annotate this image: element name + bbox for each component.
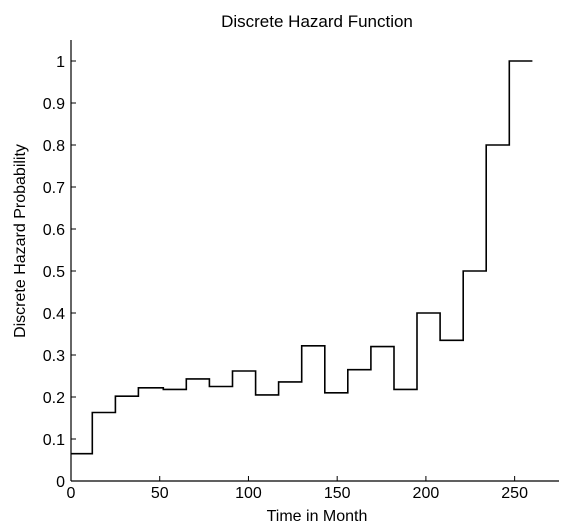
x-tick-label: 50 (151, 485, 169, 502)
x-tick-label: 100 (235, 485, 262, 502)
y-tick-label: 0.6 (43, 222, 65, 239)
x-tick-label: 0 (67, 485, 76, 502)
y-tick-label: 0.1 (43, 432, 65, 449)
y-tick-label: 0.7 (43, 180, 65, 197)
x-axis: 0 50 100 150 200 250 (67, 476, 528, 502)
y-tick-label: 1 (56, 54, 65, 71)
y-tick-label: 0.2 (43, 390, 65, 407)
y-axis-label: Discrete Hazard Probability (12, 144, 29, 338)
y-tick-label: 0.5 (43, 264, 65, 281)
y-tick-label: 0 (56, 474, 65, 491)
y-tick-label: 0.8 (43, 138, 65, 155)
plot-frame (70, 40, 559, 482)
y-tick-label: 0.4 (43, 306, 65, 323)
x-tick-label: 150 (324, 485, 351, 502)
series-line (71, 60, 533, 455)
y-tick-label: 0.9 (43, 96, 65, 113)
y-axis: 0 0.1 0.2 0.3 0.4 0.5 0.6 0.7 0.8 0.9 1 (43, 54, 76, 491)
series-layer (71, 60, 533, 455)
chart-title: Discrete Hazard Function (221, 12, 413, 31)
x-tick-label: 200 (413, 485, 440, 502)
y-tick-label: 0.3 (43, 348, 65, 365)
x-tick-label: 250 (501, 485, 528, 502)
x-axis-label: Time in Month (267, 508, 368, 525)
